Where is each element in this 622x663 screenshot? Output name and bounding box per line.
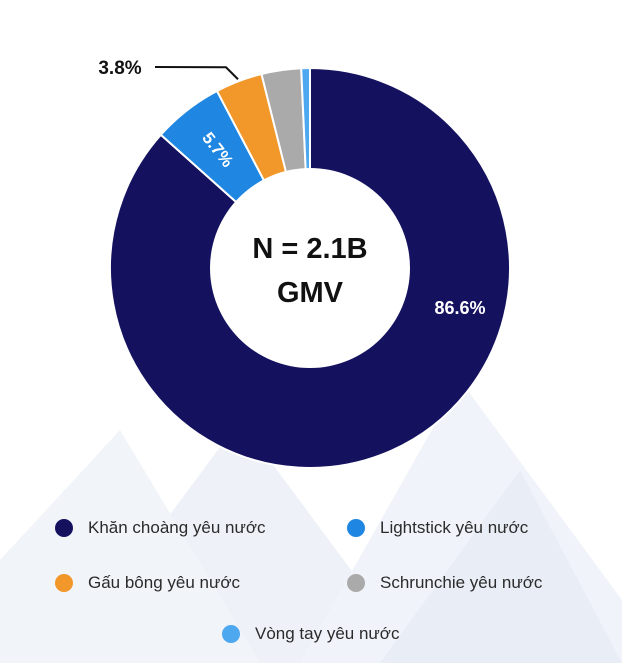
legend-item-gau-bong: Gấu bông yêu nước [55, 573, 240, 593]
legend-item-vong-tay: Vòng tay yêu nước [222, 624, 399, 644]
legend-item-lightstick: Lightstick yêu nước [347, 518, 528, 538]
legend-item-schrunchie: Schrunchie yêu nước [347, 573, 542, 593]
legend-swatch [55, 519, 73, 537]
legend-swatch [347, 574, 365, 592]
legend-swatch [347, 519, 365, 537]
legend-swatch [222, 625, 240, 643]
center-label-line-2: GMV [277, 277, 344, 309]
data-label-gau-bong-yeu-nuoc: 3.8% [98, 58, 141, 79]
center-label-line-1: N = 2.1B [252, 233, 367, 265]
donut-hole [210, 168, 410, 368]
legend-label: Vòng tay yêu nước [255, 624, 400, 643]
legend-item-khan-choang: Khăn choàng yêu nước [55, 518, 266, 538]
legend-label: Schrunchie yêu nước [380, 573, 543, 592]
legend-label: Gấu bông yêu nước [88, 573, 241, 592]
legend-label: Khăn choàng yêu nước [88, 518, 266, 537]
data-label-khan-choang-yeu-nuoc: 86.6% [434, 298, 485, 318]
legend-label: Lightstick yêu nước [380, 518, 529, 537]
legend-swatch [55, 574, 73, 592]
leader-line-gau-bong-yeu-nuoc [154, 66, 239, 80]
